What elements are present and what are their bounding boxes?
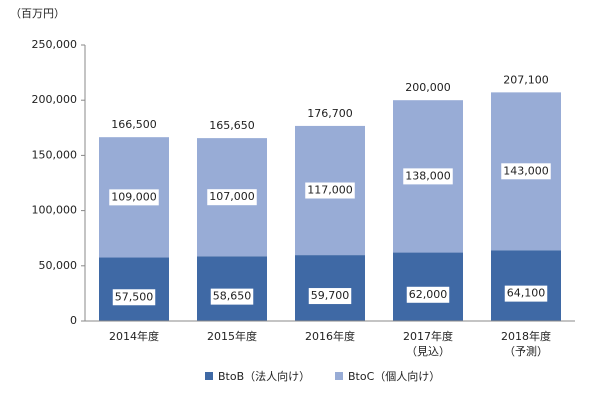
value-label: 107,000 bbox=[209, 190, 255, 203]
value-label: 59,700 bbox=[311, 289, 350, 302]
x-tick-label: 2018年度（予測） bbox=[501, 329, 551, 358]
value-label: 138,000 bbox=[405, 169, 451, 182]
y-tick-label: 200,000 bbox=[32, 93, 78, 106]
value-label-bg bbox=[109, 189, 159, 206]
value-label: 58,650 bbox=[213, 290, 252, 303]
legend-swatch bbox=[335, 372, 343, 380]
y-tick-label: 100,000 bbox=[32, 204, 78, 217]
value-label-bg bbox=[403, 168, 453, 185]
value-label-bg bbox=[501, 163, 551, 180]
total-label: 165,650 bbox=[209, 119, 255, 132]
y-tick-label: 0 bbox=[70, 314, 77, 327]
value-label: 62,000 bbox=[409, 288, 448, 301]
x-tick-label: 2016年度 bbox=[305, 329, 355, 343]
value-label: 57,500 bbox=[115, 290, 154, 303]
y-tick-label: 250,000 bbox=[32, 38, 78, 51]
value-label-bg bbox=[504, 285, 548, 302]
value-label-bg bbox=[308, 288, 352, 305]
x-tick-line: 2014年度 bbox=[109, 329, 159, 343]
x-tick-line: 2015年度 bbox=[207, 329, 257, 343]
y-tick-label: 50,000 bbox=[39, 259, 78, 272]
value-label: 117,000 bbox=[307, 184, 353, 197]
legend-label: BtoC（個人向け） bbox=[348, 369, 440, 383]
x-tick-label: 2014年度 bbox=[109, 329, 159, 343]
x-tick-line: （予測） bbox=[504, 344, 548, 358]
x-tick-label: 2017年度 （見込） bbox=[403, 329, 453, 358]
value-label-bg bbox=[112, 289, 156, 306]
value-label-bg bbox=[210, 288, 254, 305]
y-axis-label: （百万円） bbox=[10, 7, 65, 20]
value-label-bg bbox=[406, 286, 450, 303]
total-label: 166,500 bbox=[111, 118, 157, 131]
legend-label: BtoB（法人向け） bbox=[218, 369, 310, 383]
x-tick-line: 2017年度 bbox=[403, 329, 453, 343]
legend-swatch bbox=[205, 372, 213, 380]
total-label: 176,700 bbox=[307, 107, 353, 120]
bar-segment bbox=[197, 256, 267, 321]
y-tick-label: 150,000 bbox=[32, 148, 78, 161]
value-label-bg bbox=[207, 189, 257, 206]
x-tick-line: （見込） bbox=[406, 345, 450, 358]
total-label: 207,100 bbox=[503, 73, 549, 86]
x-tick-line: 2016年度 bbox=[305, 329, 355, 343]
value-label-bg bbox=[305, 182, 355, 199]
value-label: 109,000 bbox=[111, 190, 157, 203]
total-label: 200,000 bbox=[405, 81, 451, 94]
value-label: 64,100 bbox=[507, 287, 546, 300]
x-tick-label: 2015年度 bbox=[207, 329, 257, 343]
x-tick-line: 2018年度 bbox=[501, 329, 551, 343]
value-label: 143,000 bbox=[503, 164, 549, 177]
